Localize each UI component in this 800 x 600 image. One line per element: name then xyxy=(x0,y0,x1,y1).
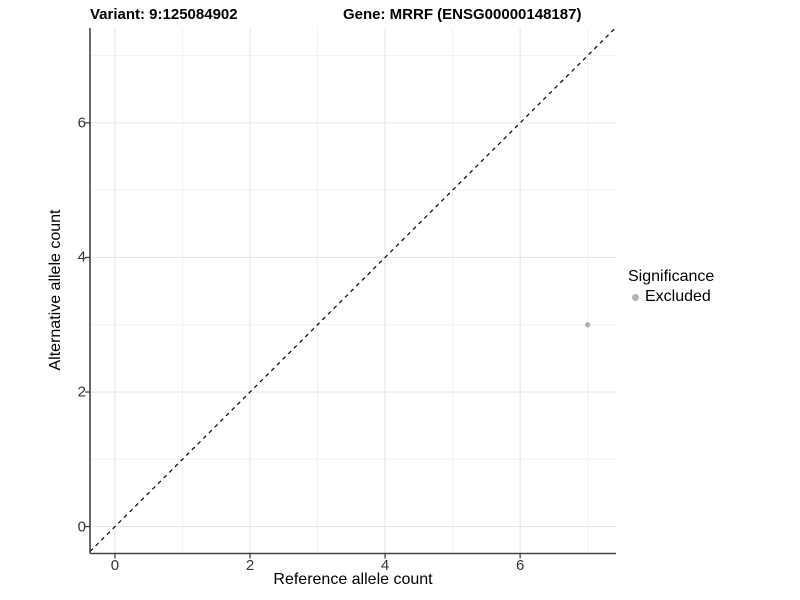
legend-key-dot-icon xyxy=(632,293,639,301)
data-point xyxy=(585,322,591,328)
legend: Significance Excluded xyxy=(628,268,714,306)
legend-item-label: Excluded xyxy=(645,288,711,305)
legend-title: Significance xyxy=(628,268,715,285)
plot-title-variant: Variant: 9:125084902 xyxy=(90,6,238,23)
x-tick-label: 4 xyxy=(380,557,390,574)
x-tick-label: 0 xyxy=(110,557,120,574)
y-tick-label: 2 xyxy=(77,383,86,401)
y-axis-title: Alternative allele count xyxy=(47,209,64,371)
legend-item-excluded: Excluded xyxy=(628,288,714,306)
y-tick-label: 0 xyxy=(77,518,86,536)
x-tick-label: 2 xyxy=(245,557,255,574)
plot-title-gene: Gene: MRRF (ENSG00000148187) xyxy=(343,6,582,23)
identity-dashed-line xyxy=(89,27,616,552)
y-tick-label: 4 xyxy=(77,248,86,266)
x-tick-label: 6 xyxy=(515,557,525,574)
x-axis-title: Reference allele count xyxy=(273,571,433,588)
y-tick-label: 6 xyxy=(77,114,86,132)
